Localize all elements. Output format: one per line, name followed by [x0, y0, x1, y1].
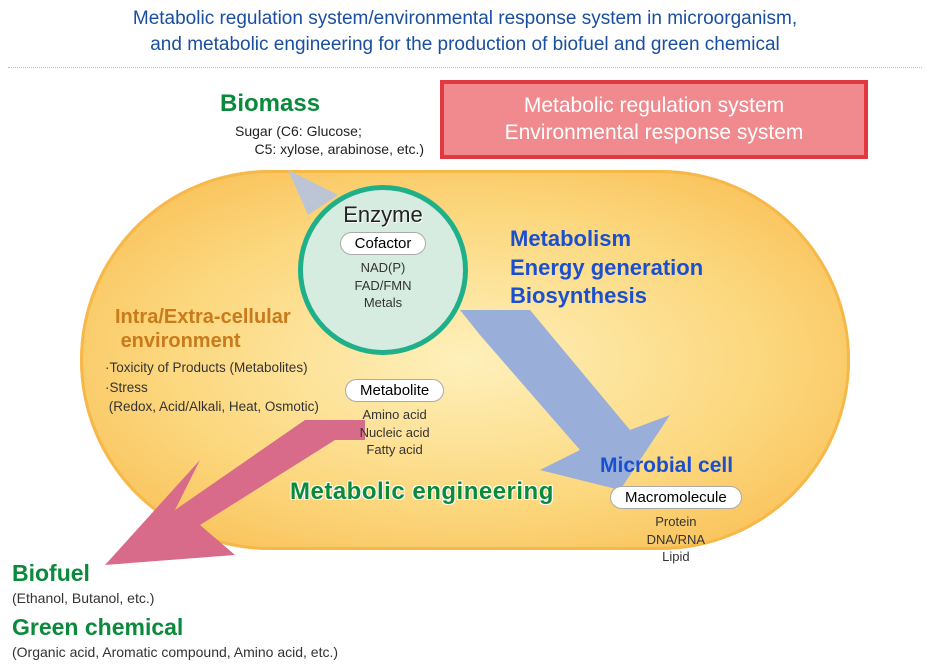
biofuel-title: Biofuel: [12, 560, 90, 587]
env-title1: Intra/Extra-cellular: [115, 306, 291, 328]
enzyme-title: Enzyme: [303, 202, 463, 228]
page-title: Metabolic regulation system/environmenta…: [0, 0, 930, 67]
metabolite-item-1: Nucleic acid: [360, 425, 430, 440]
cofactor-pill: Cofactor: [340, 232, 427, 255]
green-chemical-subtitle: (Organic acid, Aromatic compound, Amino …: [12, 644, 338, 660]
biomass-title: Biomass: [220, 90, 320, 118]
metabolite-pill: Metabolite: [345, 379, 444, 402]
headbox-line1: Metabolic regulation system: [524, 94, 784, 117]
cofactor-list: NAD(P) FAD/FMN Metals: [303, 259, 463, 312]
title-line1: Metabolic regulation system/environmenta…: [133, 8, 797, 29]
macro-item-2: Lipid: [662, 549, 689, 564]
env-i2: ·Stress: [105, 380, 148, 395]
macromolecule-list: Protein DNA/RNA Lipid: [610, 513, 742, 566]
regulation-system-box: Metabolic regulation system Environmenta…: [440, 80, 868, 159]
metabolite-list: Amino acid Nucleic acid Fatty acid: [345, 406, 444, 459]
env-i3: (Redox, Acid/Alkali, Heat, Osmotic): [109, 399, 319, 414]
cofactor-item-0: NAD(P): [361, 260, 406, 275]
macro-item-1: DNA/RNA: [647, 532, 706, 547]
metabolism-l1: Metabolism: [510, 226, 631, 251]
biomass-subtitle: Sugar (C6: Glucose; C5: xylose, arabinos…: [235, 122, 424, 158]
metabolism-l3: Biosynthesis: [510, 283, 647, 308]
biofuel-subtitle: (Ethanol, Butanol, etc.): [12, 590, 154, 606]
cofactor-item-2: Metals: [364, 295, 402, 310]
metabolism-l2: Energy generation: [510, 255, 703, 280]
metabolite-node: Metabolite Amino acid Nucleic acid Fatty…: [345, 375, 444, 459]
microbial-cell-label: Microbial cell: [600, 454, 733, 478]
macromolecule-node: Macromolecule Protein DNA/RNA Lipid: [610, 482, 742, 566]
biomass-sub1: Sugar (C6: Glucose;: [235, 123, 362, 139]
enzyme-node: Enzyme Cofactor NAD(P) FAD/FMN Metals: [298, 185, 468, 355]
macromolecule-pill: Macromolecule: [610, 486, 742, 509]
environment-title: Intra/Extra-cellular environment: [115, 305, 291, 353]
environment-list: ·Toxicity of Products (Metabolites) ·Str…: [105, 358, 319, 417]
biomass-sub2: C5: xylose, arabinose, etc.): [254, 141, 424, 157]
macro-item-0: Protein: [655, 514, 696, 529]
divider: [8, 67, 922, 68]
env-title2: environment: [121, 330, 241, 352]
cofactor-item-1: FAD/FMN: [354, 278, 411, 293]
headbox-line2: Environmental response system: [505, 121, 804, 144]
title-line2: and metabolic engineering for the produc…: [150, 34, 780, 55]
green-chemical-title: Green chemical: [12, 614, 183, 641]
metabolic-engineering-label: Metabolic engineering: [290, 478, 554, 506]
metabolite-item-0: Amino acid: [362, 407, 426, 422]
metabolite-item-2: Fatty acid: [366, 442, 422, 457]
metabolism-label: Metabolism Energy generation Biosynthesi…: [510, 225, 703, 311]
env-i1: ·Toxicity of Products (Metabolites): [105, 360, 308, 375]
